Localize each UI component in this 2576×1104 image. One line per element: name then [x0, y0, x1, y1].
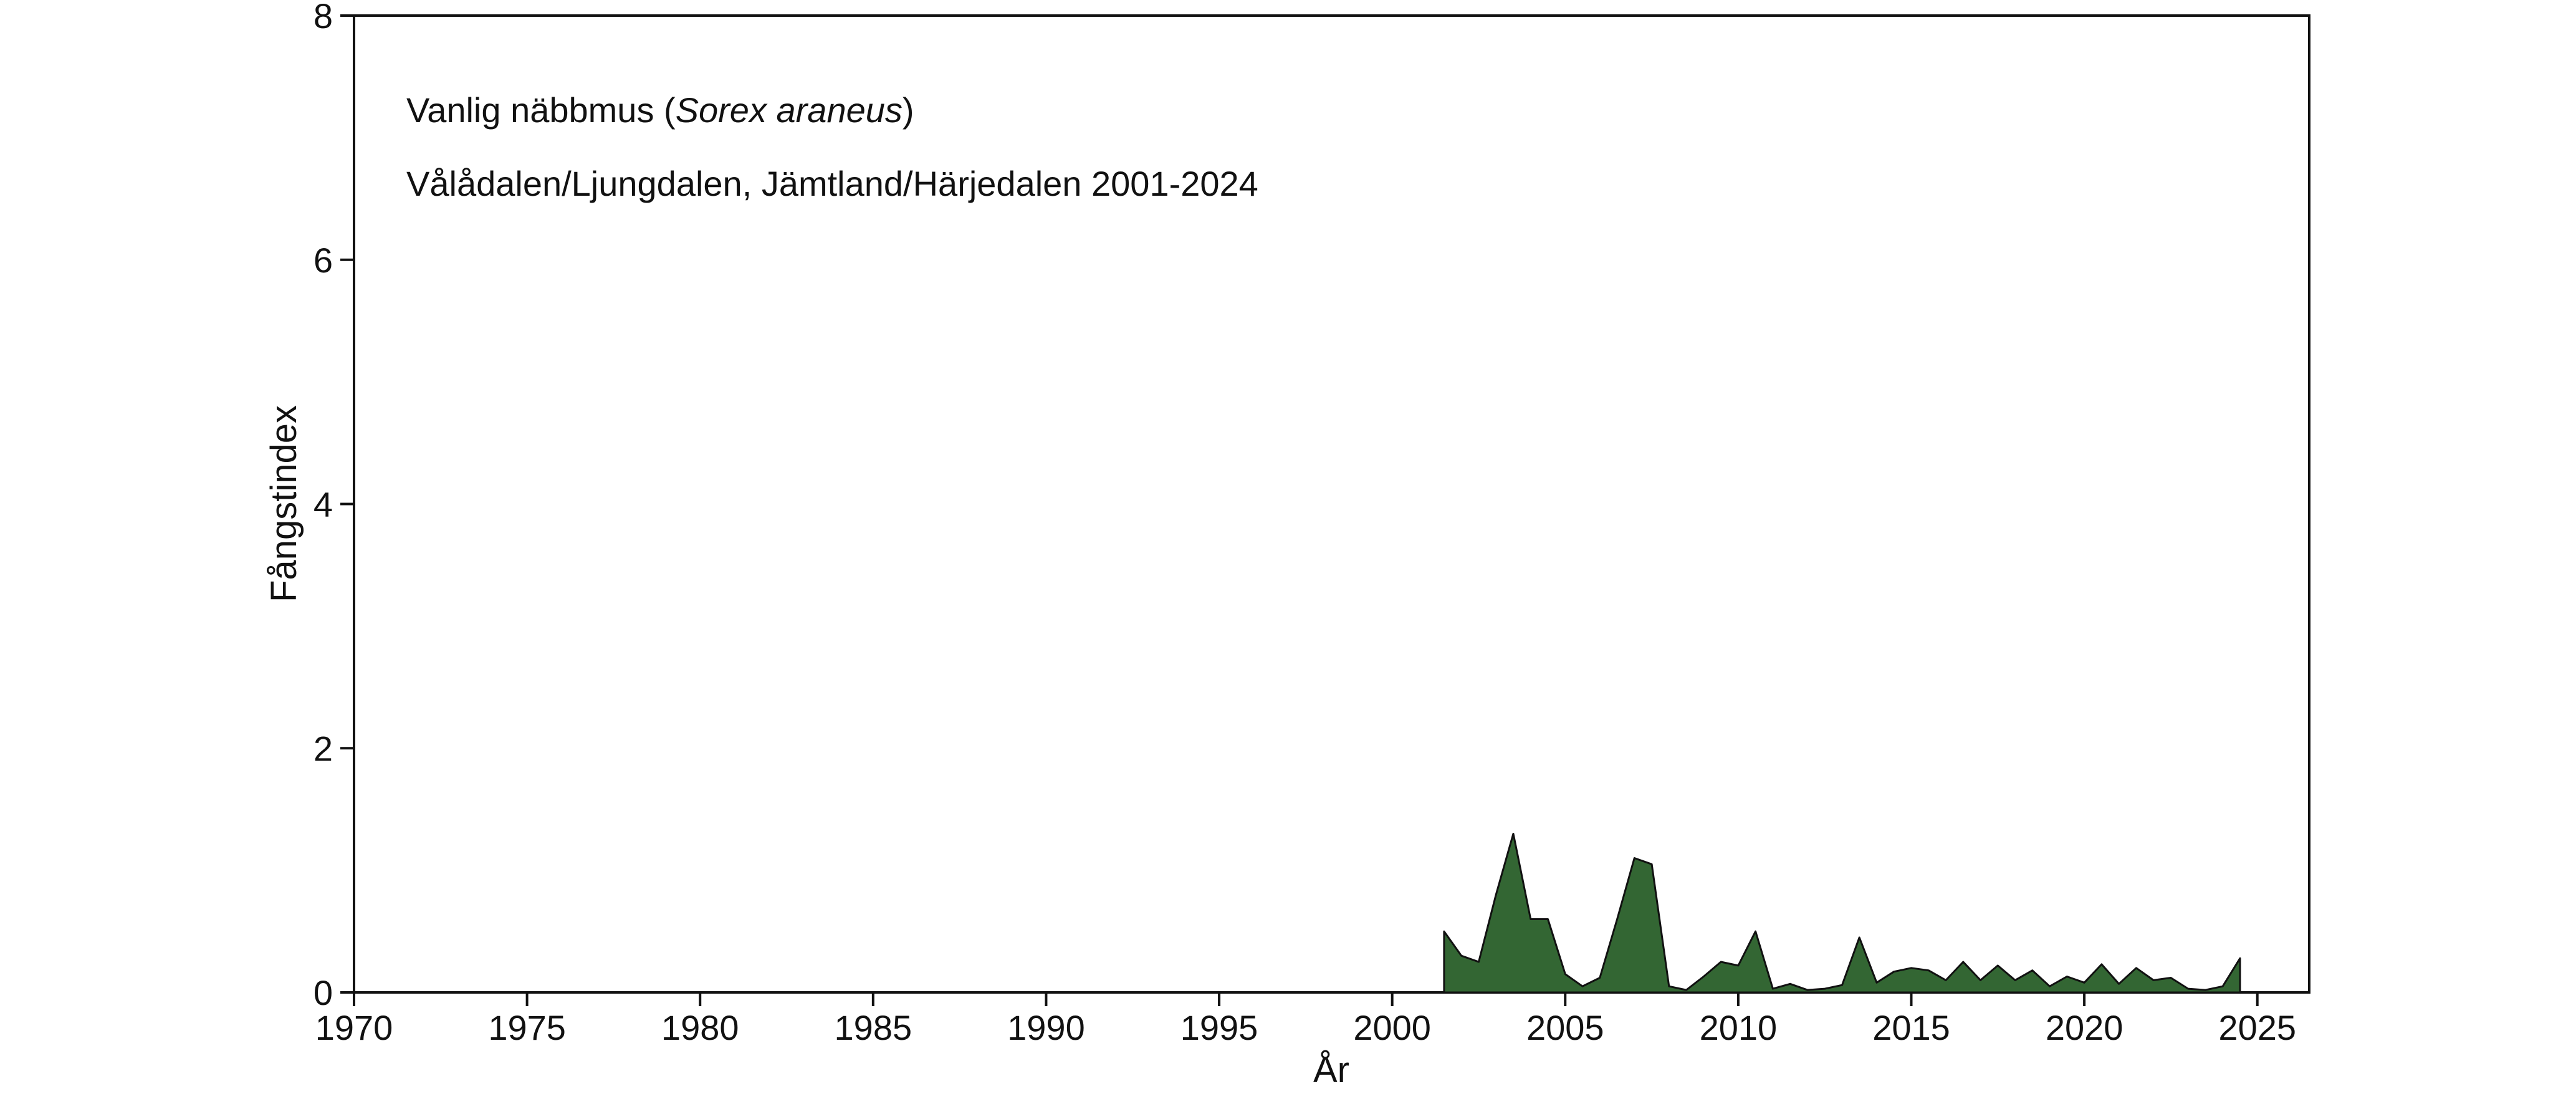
- y-tick-label-3: 6: [314, 241, 333, 280]
- y-tick-label-2: 4: [314, 485, 333, 524]
- y-tick-label-0: 0: [314, 973, 333, 1012]
- x-tick-label-11: 2025: [2218, 1008, 2296, 1047]
- plot-frame: [353, 14, 2310, 994]
- x-tick-label-2: 1980: [661, 1008, 739, 1047]
- y-axis-title: Fångstindex: [264, 405, 304, 602]
- y-tick-label-1: 2: [314, 729, 333, 768]
- x-tick-label-5: 1995: [1180, 1008, 1258, 1047]
- x-axis: 1970 1975 1980 1985 1990 1995 2000 2005 2010 2015…: [315, 992, 2296, 1047]
- x-tick-label-9: 2015: [1872, 1008, 1950, 1047]
- x-tick-label-7: 2005: [1526, 1008, 1604, 1047]
- y-axis: 0 2 4 6 8: [314, 0, 354, 1012]
- area-series: [1443, 832, 2241, 994]
- x-tick-label-3: 1985: [835, 1008, 912, 1047]
- annotation-location: Vålådalen/Ljungdalen, Jämtland/Härjedale…: [406, 164, 1258, 203]
- y-tick-label-4: 8: [314, 0, 333, 36]
- x-axis-title: År: [1313, 1050, 1349, 1090]
- x-tick-label-4: 1990: [1007, 1008, 1085, 1047]
- x-tick-label-0: 1970: [315, 1008, 393, 1047]
- x-tick-label-6: 2000: [1353, 1008, 1431, 1047]
- x-tick-label-10: 2020: [2046, 1008, 2124, 1047]
- x-tick-label-8: 2010: [1700, 1008, 1778, 1047]
- annotation-species: Vanlig näbbmus (Sorex araneus): [406, 90, 914, 130]
- area-series-0: [1443, 832, 2241, 994]
- x-tick-label-1: 1975: [488, 1008, 566, 1047]
